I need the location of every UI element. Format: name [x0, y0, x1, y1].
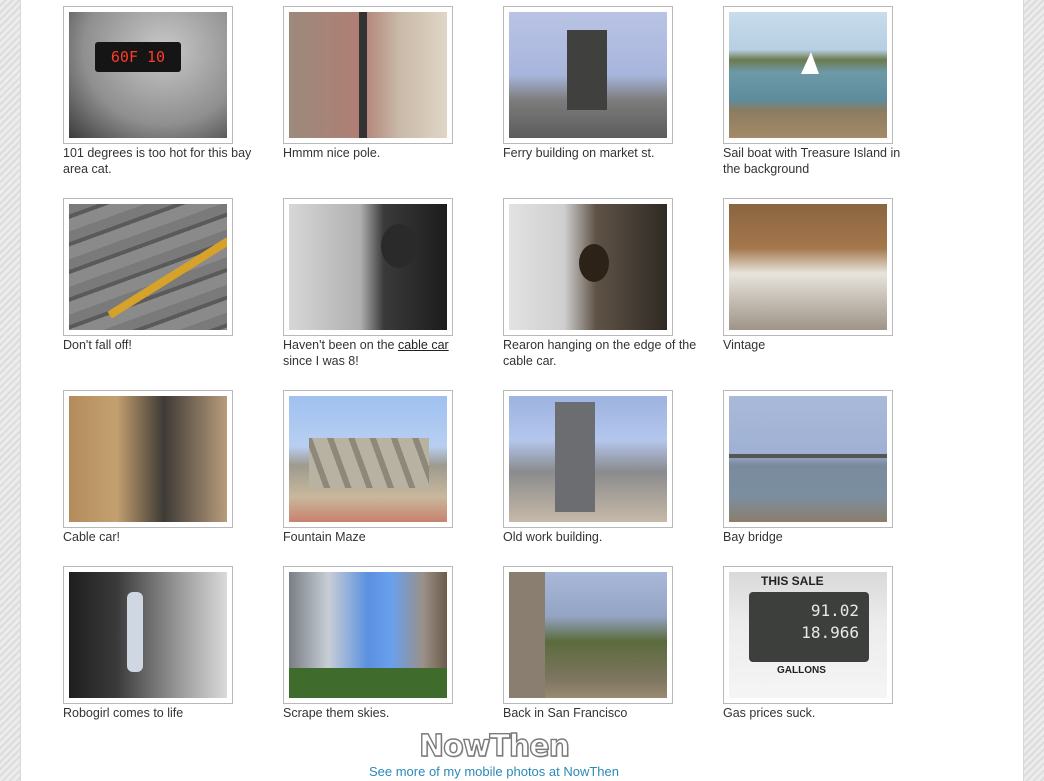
see-more-link[interactable]: See more of my mobile photos at NowThen — [368, 764, 619, 779]
photo-caption: Bay bridge — [723, 530, 783, 544]
gallery-item: Hmmm nice pole. — [283, 6, 483, 161]
cable-car-link[interactable]: cable car — [397, 338, 449, 352]
cable-car-tracks-photo — [69, 204, 227, 330]
gallery-item: Cable car! — [63, 390, 263, 545]
gallery-item: Vintage — [723, 198, 923, 353]
gallery-item: Back in San Francisco — [503, 566, 703, 721]
gallery-item: THIS SALE 91.02 18.966 GALLONS Gas price… — [723, 566, 923, 721]
page-content: 60F 10 101 degrees is too hot for this b… — [20, 0, 1024, 781]
photo-thumbnail-link[interactable] — [63, 198, 233, 336]
gas-amount-text: 91.02 — [810, 601, 859, 620]
photo-caption: Haven't been on the cable car since I wa… — [283, 337, 478, 369]
gallery-item: Haven't been on the cable car since I wa… — [283, 198, 483, 369]
sidewalk-pole-photo — [289, 12, 447, 138]
fountain-sculpture-photo — [289, 396, 447, 522]
photo-caption: Hmmm nice pole. — [283, 146, 381, 160]
sf-street-photo — [509, 572, 667, 698]
photo-thumbnail-link[interactable] — [63, 390, 233, 528]
gas-header-text: THIS SALE — [761, 574, 824, 588]
sail-boat-photo — [729, 12, 887, 138]
photo-thumbnail-link[interactable] — [283, 198, 453, 336]
gallery-item: Sail boat with Treasure Island in the ba… — [723, 6, 923, 177]
photo-caption: Scrape them skies. — [283, 706, 390, 720]
gas-pump-screen: 91.02 18.966 — [749, 592, 869, 662]
photo-thumbnail-link[interactable] — [723, 6, 893, 144]
photo-caption: 101 degrees is too hot for this bay area… — [63, 146, 252, 176]
photo-caption: Rearon hanging on the edge of the cable … — [503, 338, 697, 368]
photo-thumbnail-link[interactable] — [503, 390, 673, 528]
photo-caption: Vintage — [723, 338, 766, 352]
photo-caption: Cable car! — [63, 530, 120, 544]
gas-pump-photo: THIS SALE 91.02 18.966 GALLONS — [729, 572, 887, 698]
caption-text-after: since I was 8! — [283, 354, 359, 368]
gallery-item: Bay bridge — [723, 390, 923, 545]
gas-unit-text: GALLONS — [777, 665, 826, 676]
dashboard-thermometer-photo: 60F 10 — [69, 12, 227, 138]
photo-caption: Back in San Francisco — [503, 706, 628, 720]
right-background-stripe — [1024, 0, 1044, 781]
ferry-building-photo — [509, 12, 667, 138]
photo-caption: Fountain Maze — [283, 530, 366, 544]
office-towers-photo — [509, 396, 667, 522]
photo-thumbnail-link[interactable] — [503, 198, 673, 336]
gallery-item: Ferry building on market st. — [503, 6, 703, 161]
caption-text-before: Haven't been on the — [283, 338, 398, 352]
skyscrapers-photo — [289, 572, 447, 698]
gallery-item: Don't fall off! — [63, 198, 263, 353]
photo-thumbnail-link[interactable] — [723, 198, 893, 336]
footer: NowThen See more of my mobile photos at … — [341, 729, 647, 780]
nowthen-logo[interactable]: NowThen — [418, 729, 570, 764]
left-background-stripe — [0, 0, 20, 781]
photo-caption: Old work building. — [503, 530, 603, 544]
cable-car-riders-photo — [289, 204, 447, 330]
photo-thumbnail-link[interactable] — [283, 390, 453, 528]
photo-thumbnail-link[interactable] — [503, 6, 673, 144]
photo-caption: Robogirl comes to life — [63, 706, 184, 720]
photo-thumbnail-link[interactable] — [283, 6, 453, 144]
cable-car-edge-photo — [509, 204, 667, 330]
photo-thumbnail-link[interactable] — [723, 390, 893, 528]
photo-caption: Gas prices suck. — [723, 706, 816, 720]
photo-thumbnail-link[interactable]: 60F 10 — [63, 6, 233, 144]
gallery-item: Scrape them skies. — [283, 566, 483, 721]
photo-caption: Sail boat with Treasure Island in the ba… — [723, 146, 901, 176]
photo-thumbnail-link[interactable] — [283, 566, 453, 704]
photo-caption: Don't fall off! — [63, 338, 132, 352]
photo-thumbnail-link[interactable] — [503, 566, 673, 704]
photo-thumbnail-link[interactable]: THIS SALE 91.02 18.966 GALLONS — [723, 566, 893, 704]
cable-car-selfie-photo — [69, 396, 227, 522]
gallery-item: 60F 10 101 degrees is too hot for this b… — [63, 6, 263, 177]
street-performer-photo — [69, 572, 227, 698]
cable-car-interior-photo — [729, 204, 887, 330]
bay-bridge-photo — [729, 396, 887, 522]
photo-caption: Ferry building on market st. — [503, 146, 655, 160]
gallery-item: Fountain Maze — [283, 390, 483, 545]
gauge-display-text: 60F 10 — [95, 42, 181, 72]
gallery-item: Old work building. — [503, 390, 703, 545]
gas-volume-text: 18.966 — [801, 623, 859, 642]
gallery-item: Rearon hanging on the edge of the cable … — [503, 198, 703, 369]
photo-thumbnail-link[interactable] — [63, 566, 233, 704]
gallery-item: Robogirl comes to life — [63, 566, 263, 721]
